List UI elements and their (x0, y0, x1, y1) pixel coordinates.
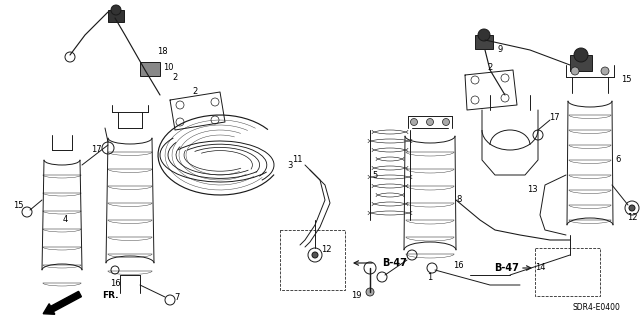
Text: 3: 3 (287, 160, 292, 169)
Text: 2: 2 (172, 73, 178, 83)
Bar (280, 230, 345, 290)
Circle shape (571, 67, 579, 75)
Text: 12: 12 (321, 246, 332, 255)
Text: 17: 17 (91, 145, 101, 154)
Text: B-47: B-47 (495, 263, 520, 273)
Text: 1: 1 (428, 273, 433, 283)
Text: 11: 11 (292, 155, 302, 165)
Text: 2: 2 (193, 87, 198, 97)
Circle shape (426, 118, 433, 125)
Circle shape (478, 29, 490, 41)
Text: 5: 5 (372, 170, 378, 180)
Bar (108, 10, 124, 22)
Text: SDR4-E0400: SDR4-E0400 (572, 303, 620, 313)
Text: 15: 15 (621, 76, 631, 85)
Bar (535, 248, 600, 296)
Circle shape (366, 288, 374, 296)
Text: B-47: B-47 (383, 258, 408, 268)
Text: 17: 17 (548, 114, 559, 122)
Circle shape (312, 252, 318, 258)
Text: 9: 9 (497, 46, 502, 55)
Text: 6: 6 (615, 155, 621, 165)
FancyArrow shape (43, 291, 81, 314)
Circle shape (111, 5, 121, 15)
Text: 7: 7 (174, 293, 180, 302)
Bar (475, 35, 493, 49)
Text: 15: 15 (13, 201, 24, 210)
Bar (140, 62, 160, 76)
Text: 18: 18 (157, 48, 167, 56)
Bar (570, 55, 592, 71)
Text: 16: 16 (452, 261, 463, 270)
Text: 13: 13 (527, 186, 538, 195)
Circle shape (442, 118, 449, 125)
Text: 12: 12 (627, 212, 637, 221)
Text: 10: 10 (163, 63, 173, 71)
Circle shape (410, 118, 417, 125)
Text: 19: 19 (351, 291, 361, 300)
Circle shape (574, 48, 588, 62)
Text: 16: 16 (109, 278, 120, 287)
Circle shape (629, 205, 635, 211)
Text: 4: 4 (62, 216, 68, 225)
Text: 8: 8 (456, 196, 461, 204)
Text: 2: 2 (488, 63, 493, 71)
Text: 14: 14 (535, 263, 545, 271)
Text: FR.: FR. (102, 292, 118, 300)
Circle shape (601, 67, 609, 75)
